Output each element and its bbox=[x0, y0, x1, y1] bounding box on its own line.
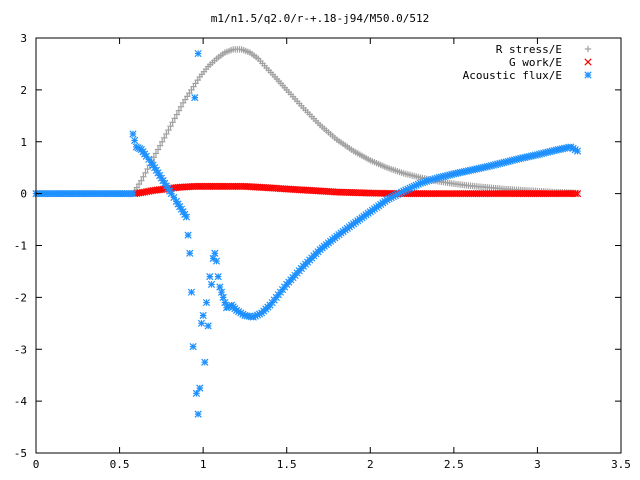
legend-marker bbox=[584, 71, 592, 79]
data-point bbox=[158, 138, 166, 145]
data-point bbox=[142, 169, 149, 177]
data-point bbox=[177, 103, 185, 110]
data-point bbox=[129, 190, 137, 198]
data-point bbox=[182, 213, 191, 221]
y-tick-label: -3 bbox=[14, 343, 27, 356]
data-point bbox=[573, 190, 582, 198]
data-point bbox=[135, 180, 143, 188]
series-2 bbox=[130, 182, 582, 198]
legend-marker bbox=[584, 45, 592, 53]
data-point bbox=[202, 298, 211, 307]
data-point bbox=[187, 288, 196, 296]
data-point bbox=[191, 94, 199, 102]
data-point bbox=[573, 147, 582, 155]
y-tick-label: 1 bbox=[20, 136, 27, 149]
x-tick-label: 1 bbox=[200, 458, 207, 471]
data-point bbox=[165, 126, 172, 134]
data-point bbox=[204, 322, 212, 330]
data-point bbox=[156, 142, 164, 149]
x-tick-label: 1.5 bbox=[277, 458, 297, 471]
legend-label: R stress/E bbox=[496, 43, 562, 56]
chart-title: m1/n1.5/q2.0/r-+.18-j94/M50.0/512 bbox=[211, 12, 430, 25]
legend-marker bbox=[584, 58, 592, 66]
y-tick-label: -4 bbox=[14, 395, 28, 408]
data-point bbox=[133, 184, 141, 191]
series-3 bbox=[32, 49, 582, 418]
data-point bbox=[129, 130, 137, 138]
y-tick-label: 2 bbox=[20, 84, 27, 97]
data-point bbox=[189, 343, 197, 351]
data-point bbox=[138, 177, 145, 184]
legend-item: R stress/E bbox=[496, 43, 592, 56]
data-point bbox=[192, 80, 199, 87]
y-tick-label: -5 bbox=[14, 447, 27, 460]
y-tick-label: -2 bbox=[14, 291, 27, 304]
data-point bbox=[152, 150, 160, 157]
data-point bbox=[163, 130, 170, 138]
data-point bbox=[206, 273, 214, 281]
data-point bbox=[207, 280, 216, 289]
data-point bbox=[161, 134, 168, 142]
data-point bbox=[186, 249, 194, 257]
data-point bbox=[199, 311, 207, 320]
x-tick-label: 3 bbox=[534, 458, 541, 471]
data-point bbox=[144, 165, 151, 173]
data-point bbox=[194, 76, 201, 84]
data-point bbox=[175, 107, 183, 114]
x-tick-label: 0 bbox=[33, 458, 40, 471]
data-point bbox=[194, 410, 202, 418]
data-point bbox=[194, 49, 202, 58]
legend-item: G work/E bbox=[509, 56, 592, 69]
plot-marks bbox=[32, 46, 582, 418]
legend-label: G work/E bbox=[509, 56, 562, 69]
data-point bbox=[186, 89, 193, 97]
data-point bbox=[167, 122, 174, 130]
x-tick-label: 3.5 bbox=[611, 458, 631, 471]
data-point bbox=[211, 249, 219, 257]
data-point bbox=[188, 86, 195, 94]
data-point bbox=[171, 115, 178, 122]
data-point bbox=[201, 358, 209, 366]
data-point bbox=[130, 136, 139, 145]
y-tick-label: 0 bbox=[20, 188, 27, 201]
y-tick-label: -1 bbox=[14, 240, 27, 253]
axis-ticks: 0 0.5 1 1.5 2 2.5 3 3.5 -5 -4 -3 -2 -1 0 1 2 3 bbox=[14, 32, 631, 471]
data-point bbox=[173, 111, 181, 118]
data-point bbox=[212, 257, 221, 265]
x-tick-label: 2.5 bbox=[444, 458, 464, 471]
data-point bbox=[169, 119, 176, 126]
data-point bbox=[179, 99, 187, 107]
data-point bbox=[217, 288, 226, 296]
legend-label: Acoustic flux/E bbox=[463, 69, 562, 82]
data-point bbox=[184, 93, 191, 100]
legend-item: Acoustic flux/E bbox=[463, 69, 592, 82]
data-point bbox=[196, 384, 204, 392]
data-point bbox=[184, 231, 192, 239]
data-point bbox=[197, 319, 206, 327]
data-point bbox=[216, 283, 224, 291]
data-point bbox=[140, 173, 147, 180]
y-tick-label: 3 bbox=[20, 32, 27, 45]
x-tick-label: 0.5 bbox=[110, 458, 130, 471]
x-tick-label: 2 bbox=[367, 458, 374, 471]
data-point bbox=[190, 83, 197, 90]
data-point bbox=[571, 190, 579, 198]
data-point bbox=[214, 273, 222, 281]
data-point bbox=[154, 146, 162, 153]
data-point bbox=[181, 96, 189, 103]
